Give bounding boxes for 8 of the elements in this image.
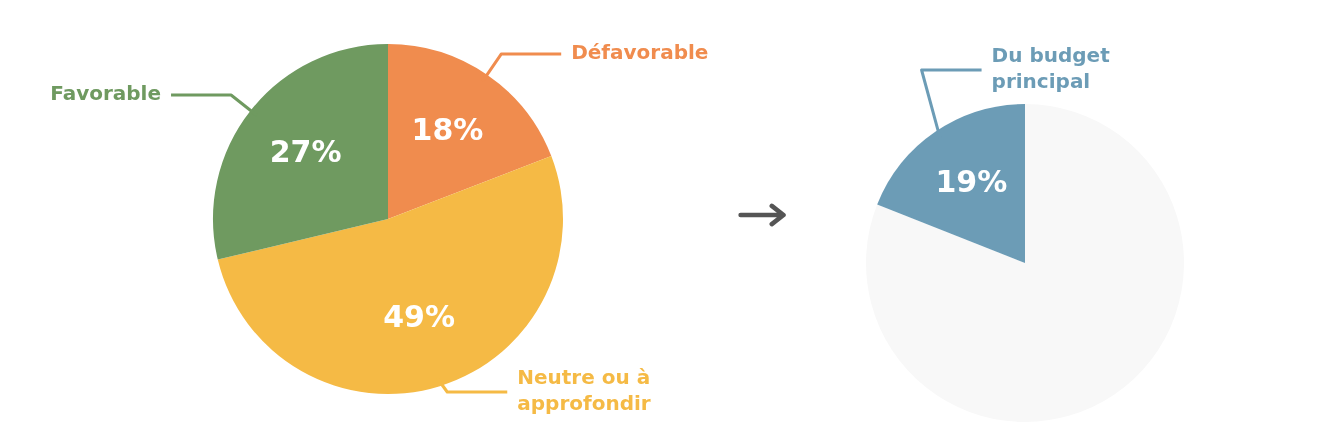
slice-label: Du budget principal xyxy=(991,43,1111,94)
slice-label: Neutre ou à approfondir xyxy=(517,365,651,416)
data-label: 27% xyxy=(269,133,342,169)
data-label: 18% xyxy=(411,112,484,148)
slice-label: Favorable xyxy=(50,81,162,106)
data-label: 49% xyxy=(383,299,456,335)
slice-label: Défavorable xyxy=(571,40,709,65)
data-label: 19% xyxy=(935,163,1008,199)
